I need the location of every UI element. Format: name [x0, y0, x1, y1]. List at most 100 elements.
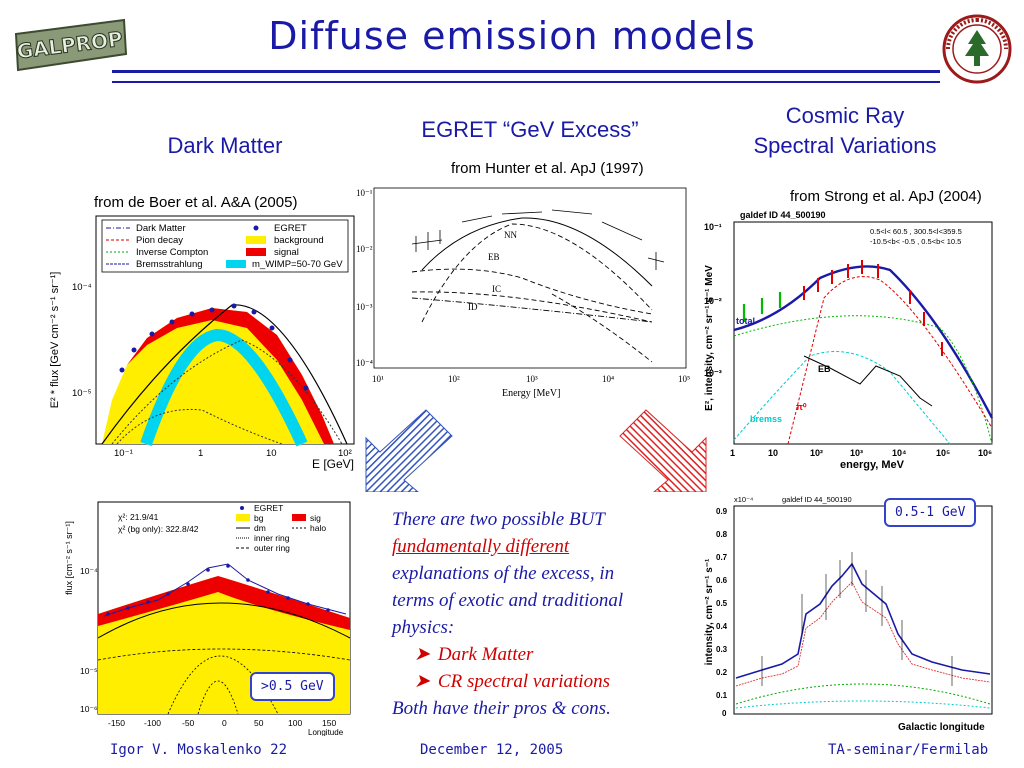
dm-legend-dark-matter: Dark Matter	[136, 223, 186, 234]
dm-longitude-ytick: 10⁻⁴	[80, 566, 98, 576]
cosmic-ray-heading-line1: Cosmic Ray	[785, 103, 905, 128]
dm-legend-background: background	[274, 235, 324, 246]
cr-curve-label-pi0: π⁰	[796, 402, 807, 412]
cr-longitude-exponent: x10⁻⁴	[734, 495, 753, 504]
explanation-line: physics:	[392, 617, 455, 638]
egret-curve-label-nn: NN	[504, 230, 517, 240]
dm-legend-pion-decay: Pion decay	[136, 235, 183, 246]
cr-spectrum-region-line1: 0.5<l< 60.5 , 300.5<l<359.5	[870, 227, 962, 236]
dm-spectrum-xtick: 10⁻¹	[114, 448, 133, 459]
university-seal-logo	[942, 14, 1012, 84]
egret-spectrum-plot: NN EB IC ID 10⁻¹ 10⁻² 10⁻³ 10⁻⁴ 10¹ 10² …	[352, 182, 694, 400]
egret-ytick: 10⁻³	[356, 302, 373, 312]
egret-heading: EGRET “GeV Excess”	[421, 117, 639, 142]
cr-spectrum-xtick: 10⁴	[892, 448, 906, 458]
cr-spectrum-xlabel: energy, MeV	[840, 459, 905, 471]
cr-spectrum-plot: galdef ID 44_500190 E², intensity, cm⁻² …	[700, 208, 1016, 472]
footer-author: Igor V. Moskalenko 22	[110, 742, 288, 758]
dm-legend-wimp-mass: m_WIMP=50-70 GeV	[252, 259, 343, 270]
egret-xtick: 10¹	[372, 374, 384, 384]
dm-longitude-xtick: -50	[182, 718, 195, 728]
egret-curve-label-id: ID	[468, 302, 478, 312]
egret-xtick: 10³	[526, 374, 538, 384]
dm-longitude-legend-egret: EGRET	[254, 503, 283, 513]
cr-spectrum-header: galdef ID 44_500190	[740, 210, 826, 220]
cr-spectrum-xtick: 10⁶	[978, 448, 992, 458]
cr-curve-label-eb: EB	[818, 364, 831, 374]
dm-legend-egret: EGRET	[274, 223, 307, 234]
explanation-emphasis: fundamentally different	[392, 536, 570, 557]
cr-spectrum-ytick: 10⁻²	[704, 296, 722, 306]
cr-longitude-ytick: 0.6	[716, 576, 728, 585]
dm-longitude-legend-outer-ring: outer ring	[254, 543, 290, 553]
dm-spectrum-xtick: 10²	[338, 448, 352, 459]
dm-longitude-legend-inner-ring: inner ring	[254, 533, 290, 543]
egret-xtick: 10⁵	[678, 374, 690, 384]
energy-badge-cr: 0.5-1 GeV	[884, 498, 977, 527]
egret-curve-label-ic: IC	[492, 284, 501, 294]
cr-longitude-ytick: 0.5	[716, 599, 728, 608]
cr-longitude-plot: x10⁻⁴ galdef ID 44_500190 intensity, cm⁻…	[702, 494, 998, 733]
right-arrow-icon	[618, 408, 708, 493]
dm-spectrum-ylabel: E² * flux [GeV cm⁻² s⁻¹ sr⁻¹]	[49, 272, 61, 409]
page-title: Diffuse emission models	[268, 14, 756, 58]
cr-curve-label-total: total	[736, 316, 755, 326]
cr-longitude-ytick: 0.4	[716, 622, 728, 631]
dm-longitude-xtick: 150	[322, 718, 336, 728]
cr-spectrum-ytick: 10⁻³	[704, 368, 722, 378]
cr-curve-label-bremss: bremss	[750, 414, 782, 424]
cr-longitude-header: galdef ID 44_500190	[782, 495, 852, 504]
dm-longitude-ytick: 10⁻⁵	[80, 666, 97, 676]
cr-spectrum-xtick: 10⁵	[936, 448, 950, 458]
dm-longitude-xtick: 0	[222, 718, 227, 728]
dm-legend-signal: signal	[274, 247, 299, 258]
explanation-text: There are two possible BUT fundamentally…	[392, 506, 692, 722]
explanation-line: terms of exotic and traditional	[392, 590, 624, 611]
egret-ytick: 10⁻¹	[356, 188, 373, 198]
egret-xlabel: Energy [MeV]	[502, 388, 560, 399]
dm-spectrum-plot: E² * flux [GeV cm⁻² s⁻¹ sr⁻¹] Dark Matte…	[42, 210, 360, 472]
cr-longitude-ytick: 0.2	[716, 668, 728, 677]
title-divider-lower	[112, 81, 940, 83]
dm-longitude-legend-bg: bg	[254, 513, 264, 523]
cr-spectrum-xtick: 1	[730, 448, 735, 458]
cr-longitude-ylabel: intensity, cm⁻² sr⁻¹ s⁻¹	[704, 558, 715, 665]
cr-spectrum-ytick: 10⁻¹	[704, 222, 722, 232]
cr-spectrum-ylabel: E², intensity, cm⁻² sr⁻¹ s⁻¹ MeV	[704, 265, 715, 411]
energy-badge-dm: >0.5 GeV	[250, 672, 335, 701]
dm-longitude-xtick: 100	[288, 718, 302, 728]
egret-curve-label-eb: EB	[488, 252, 500, 262]
cr-longitude-ytick: 0.9	[716, 507, 728, 516]
egret-xtick: 10²	[448, 374, 460, 384]
cr-longitude-ytick: 0.3	[716, 645, 728, 654]
egret-ytick: 10⁻⁴	[356, 358, 373, 368]
dm-spectrum-ytick: 10⁻⁴	[72, 282, 92, 293]
dm-longitude-chi-total: χ²: 21.9/41	[118, 512, 159, 522]
cr-longitude-ytick: 0	[722, 709, 727, 718]
dm-longitude-xtick: 50	[254, 718, 264, 728]
cosmic-ray-heading-line2: Spectral Variations	[753, 133, 937, 158]
cr-spectrum-region-line2: -10.5<b< -0.5 , 0.5<b< 10.5	[870, 237, 961, 246]
dm-longitude-xtick: -150	[108, 718, 125, 728]
citation-strong: from Strong et al. ApJ (2004)	[790, 188, 982, 205]
citation-hunter: from Hunter et al. ApJ (1997)	[451, 160, 644, 177]
egret-xtick: 10⁴	[602, 374, 614, 384]
arrow-bullet-icon: ➤	[414, 644, 430, 665]
dm-longitude-xtick: -100	[144, 718, 161, 728]
bullet-cr-variations: ➤ CR spectral variations	[392, 668, 692, 695]
cr-longitude-ytick: 0.8	[716, 530, 728, 539]
cr-longitude-ytick: 0.1	[716, 691, 728, 700]
dm-spectrum-xtick: 1	[198, 448, 203, 459]
cr-spectrum-xtick: 10³	[850, 448, 863, 458]
dm-legend-bremsstrahlung: Bremsstrahlung	[136, 259, 203, 270]
cr-longitude-ytick: 0.7	[716, 553, 728, 562]
dark-matter-heading: Dark Matter	[167, 133, 283, 158]
dm-spectrum-xlabel: E [GeV]	[312, 457, 354, 471]
galprop-logo: GALPROP	[12, 14, 130, 76]
footer-date: December 12, 2005	[420, 742, 564, 758]
cr-spectrum-xtick: 10	[768, 448, 778, 458]
dm-longitude-legend-halo: halo	[310, 523, 326, 533]
arrow-bullet-icon: ➤	[414, 671, 430, 692]
dm-longitude-xlabel: Longitude	[308, 728, 344, 736]
egret-ytick: 10⁻²	[356, 244, 373, 254]
